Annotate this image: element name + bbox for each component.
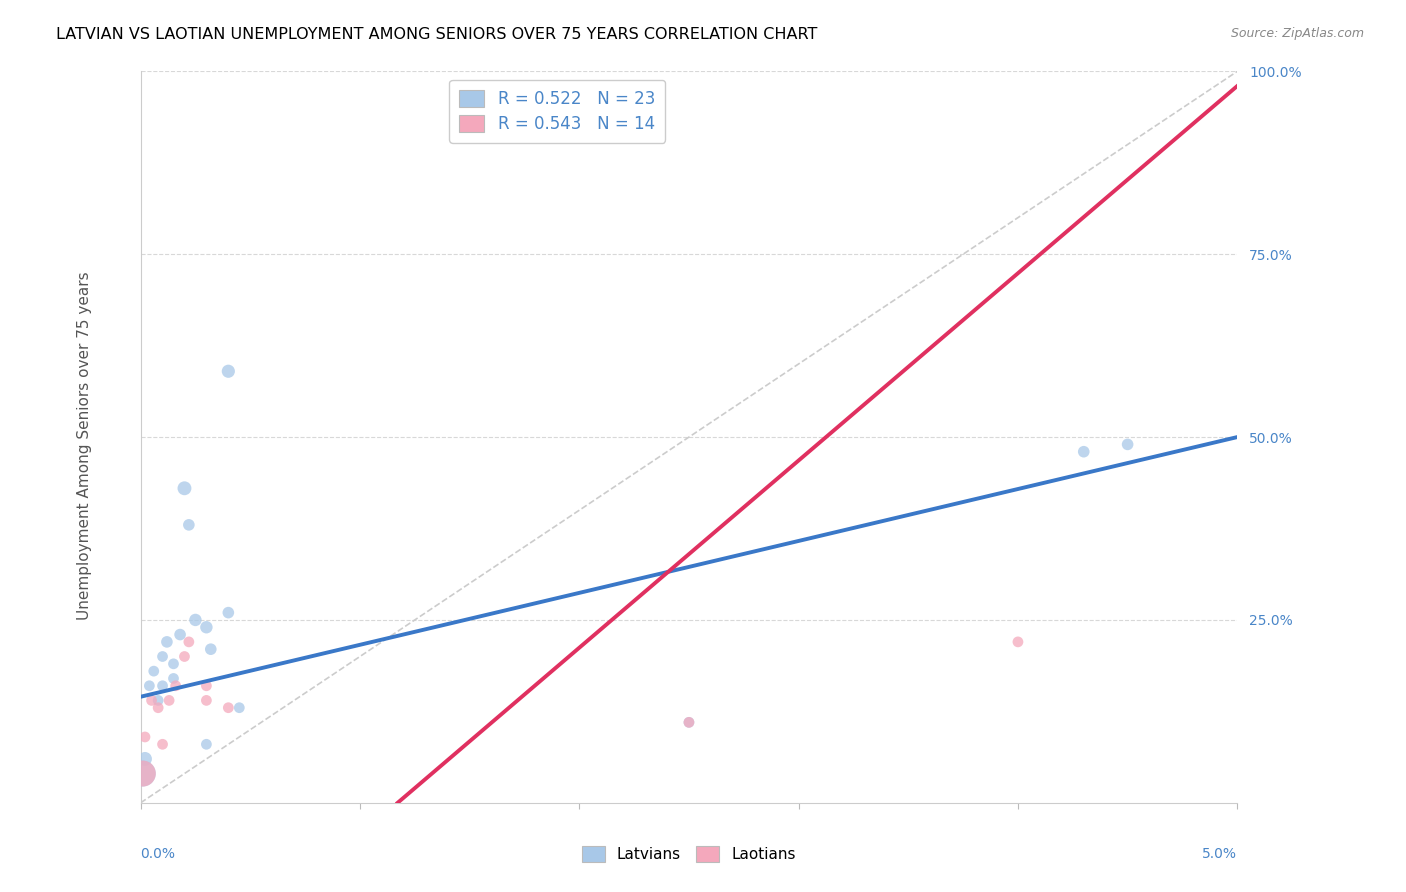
- Point: [146, 700, 169, 714]
- Text: 0.0%: 0.0%: [141, 847, 176, 861]
- Point: [1116, 437, 1139, 451]
- Point: [228, 700, 250, 714]
- Text: LATVIAN VS LAOTIAN UNEMPLOYMENT AMONG SENIORS OVER 75 YEARS CORRELATION CHART: LATVIAN VS LAOTIAN UNEMPLOYMENT AMONG SE…: [56, 27, 818, 42]
- Point: [141, 693, 163, 707]
- Point: [195, 679, 218, 693]
- Point: [162, 672, 184, 686]
- Point: [162, 657, 184, 671]
- Point: [678, 715, 700, 730]
- Point: [195, 620, 218, 634]
- Point: [169, 627, 191, 641]
- Legend: Latvians, Laotians: Latvians, Laotians: [575, 840, 803, 868]
- Point: [157, 693, 180, 707]
- Point: [146, 693, 169, 707]
- Point: [165, 679, 187, 693]
- Text: Unemployment Among Seniors over 75 years: Unemployment Among Seniors over 75 years: [77, 272, 91, 620]
- Point: [200, 642, 222, 657]
- Point: [217, 606, 239, 620]
- Point: [132, 766, 155, 780]
- Point: [1073, 444, 1095, 458]
- Point: [152, 649, 174, 664]
- Point: [195, 693, 218, 707]
- Point: [173, 481, 195, 495]
- Text: 5.0%: 5.0%: [1202, 847, 1237, 861]
- Point: [138, 679, 160, 693]
- Point: [1007, 635, 1029, 649]
- Point: [132, 766, 155, 780]
- Text: Source: ZipAtlas.com: Source: ZipAtlas.com: [1230, 27, 1364, 40]
- Point: [195, 737, 218, 751]
- Point: [177, 635, 200, 649]
- Point: [177, 517, 200, 532]
- Point: [156, 635, 179, 649]
- Point: [173, 649, 195, 664]
- Point: [152, 737, 174, 751]
- Point: [134, 752, 156, 766]
- Point: [217, 700, 239, 714]
- Point: [678, 715, 700, 730]
- Point: [217, 364, 239, 378]
- Point: [142, 664, 165, 678]
- Point: [152, 679, 174, 693]
- Point: [184, 613, 207, 627]
- Point: [134, 730, 156, 744]
